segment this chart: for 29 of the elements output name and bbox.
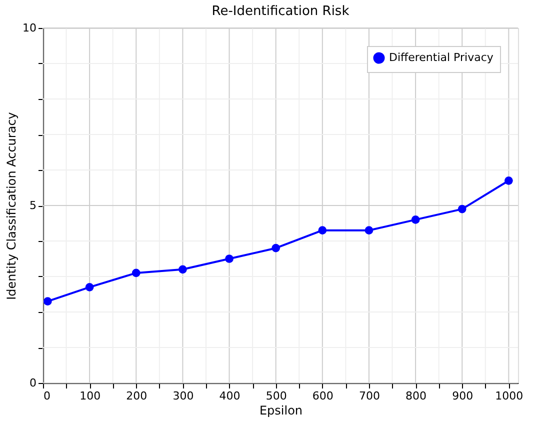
y-tick-label: 0 [30, 376, 36, 390]
point [225, 254, 234, 263]
point [318, 226, 327, 235]
x-axis-title: Epsilon [259, 404, 303, 418]
point [458, 204, 466, 214]
x-tick-label: 900 [452, 390, 474, 402]
x-tick-label: 500 [266, 390, 287, 402]
point [411, 216, 420, 224]
point [364, 226, 374, 235]
x-tick-label: 200 [126, 390, 148, 402]
y-axis-title: Identity Classification Accuracy [4, 112, 19, 300]
chart-title: Re-Identification Risk [212, 4, 350, 19]
x-tick-label: 400 [219, 390, 240, 402]
point [178, 265, 187, 274]
y-tick-label: 5 [30, 199, 36, 212]
x-tick-label: 100 [80, 390, 101, 402]
point [504, 176, 513, 185]
y-tick-label: 10 [22, 22, 36, 34]
point [272, 244, 280, 252]
legend-label: Differential Privacy [389, 51, 494, 64]
x-tick-label: 0 [44, 390, 50, 402]
point [43, 297, 52, 306]
x-tick-label: 800 [406, 390, 427, 402]
point [132, 268, 140, 278]
x-tick-label: 1000 [495, 390, 524, 402]
x-tick-label: 300 [172, 390, 194, 402]
x-tick-label: 700 [358, 390, 380, 402]
x-tick-label: 600 [312, 390, 334, 402]
point [85, 282, 94, 292]
